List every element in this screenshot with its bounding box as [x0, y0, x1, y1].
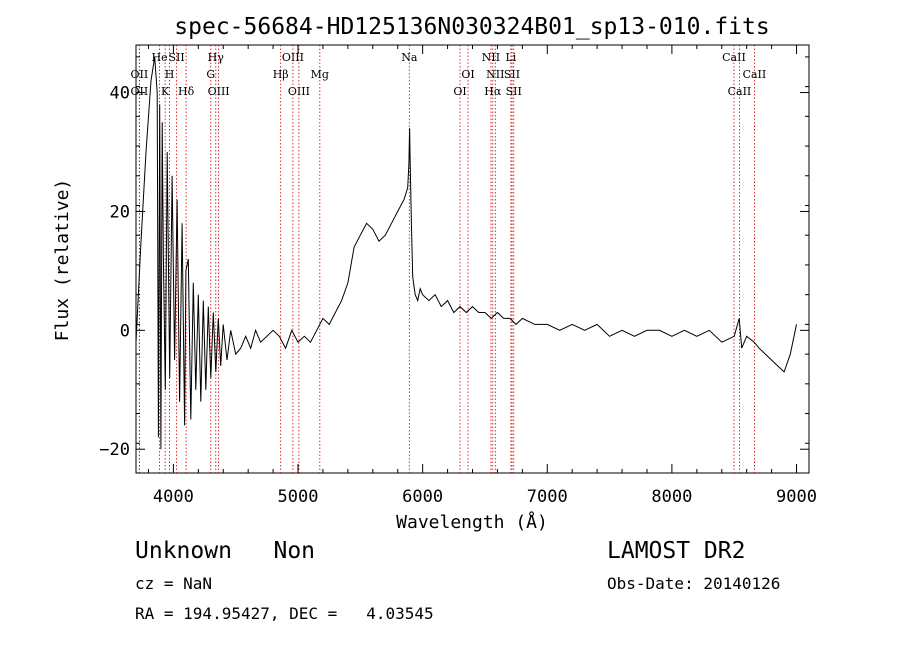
line-marker-label: SII [506, 85, 522, 98]
x-tick-label: 6000 [402, 487, 443, 507]
coordinates: RA = 194.95427, DEC = 4.03545 [135, 604, 434, 623]
line-marker-label: OIII [282, 51, 304, 64]
y-tick-label: 0 [120, 321, 130, 341]
line-marker-label: K [161, 85, 170, 98]
line-marker-label: Na [401, 51, 418, 64]
y-axis-label: Flux (relative) [52, 179, 73, 342]
y-tick-label: −20 [99, 440, 130, 460]
x-tick-label: 4000 [153, 487, 194, 507]
line-marker-label: Hα [484, 85, 502, 98]
plot-frame [135, 44, 810, 474]
line-marker-label: NII [486, 68, 504, 81]
x-axis-label: Wavelength (Å) [396, 511, 548, 533]
spectrum-line [135, 56, 797, 450]
line-marker-label: G [206, 68, 215, 81]
line-marker-label: He [152, 51, 168, 64]
line-marker-label: Li [505, 51, 516, 64]
x-tick-label: 7000 [527, 487, 568, 507]
line-marker-label: NII [482, 51, 500, 64]
chart-title: spec-56684-HD125136N030324B01_sp13-010.f… [174, 14, 769, 40]
line-marker-label: SII [504, 68, 520, 81]
line-markers: OIIOIIHeKHSIIHδGHγOIIIHβOIIIOIIIMgNaOIOI… [131, 45, 767, 473]
x-tick-label: 8000 [651, 487, 692, 507]
line-marker-label: OIII [208, 85, 230, 98]
line-marker-label: CaII [728, 85, 752, 98]
line-marker-label: Hγ [208, 51, 225, 64]
x-tick-label: 5000 [278, 487, 319, 507]
line-marker-label: OII [131, 85, 149, 98]
x-tick-label: 9000 [776, 487, 817, 507]
y-tick-label: 40 [110, 84, 130, 104]
line-marker-label: OI [461, 68, 474, 81]
line-marker-label: SII [169, 51, 185, 64]
line-marker-label: CaII [722, 51, 746, 64]
redshift-cz: cz = NaN [135, 574, 213, 593]
line-marker-label: CaII [743, 68, 767, 81]
line-marker-label: Hβ [273, 68, 289, 81]
object-class: Unknown Non [135, 538, 316, 564]
line-marker-label: H [165, 68, 175, 81]
line-marker-label: OI [453, 85, 466, 98]
line-marker-label: OIII [288, 85, 310, 98]
y-tick-label: 20 [110, 202, 130, 222]
axes: 4000 5000 6000 7000 8000 9000 −20 0 20 40 [99, 45, 817, 507]
observation-date: Obs-Date: 20140126 [607, 574, 781, 593]
line-marker-label: Hδ [178, 85, 195, 98]
data-release: LAMOST DR2 [607, 538, 746, 564]
line-marker-label: Mg [311, 68, 329, 81]
